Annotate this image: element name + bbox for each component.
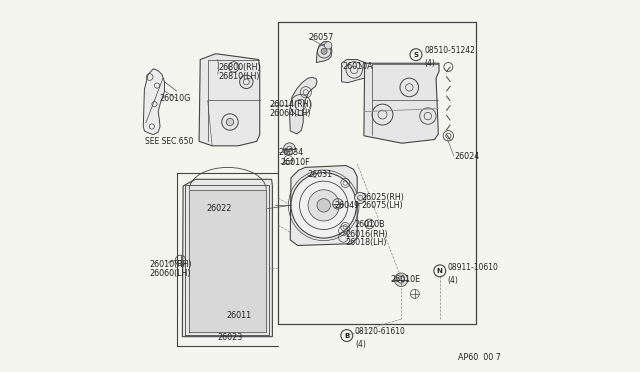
Text: 26060(LH): 26060(LH) <box>149 269 190 278</box>
Text: (4): (4) <box>424 60 435 68</box>
Polygon shape <box>182 179 273 337</box>
Text: AP60  00 7: AP60 00 7 <box>458 353 500 362</box>
Polygon shape <box>189 190 266 332</box>
Text: S: S <box>413 52 419 58</box>
Text: 08510-51242: 08510-51242 <box>424 46 475 55</box>
Text: 26016(RH): 26016(RH) <box>346 230 388 239</box>
Text: (4): (4) <box>355 340 366 349</box>
Polygon shape <box>342 60 369 83</box>
Text: (4): (4) <box>447 276 458 285</box>
Circle shape <box>284 143 296 155</box>
Circle shape <box>227 118 234 126</box>
Polygon shape <box>291 166 357 246</box>
Text: 26010B: 26010B <box>355 220 385 229</box>
Text: N: N <box>437 268 443 274</box>
Text: 26022: 26022 <box>207 204 232 213</box>
Text: 26010G: 26010G <box>159 94 191 103</box>
Text: 26010E: 26010E <box>390 275 421 284</box>
Text: 26014(RH): 26014(RH) <box>270 100 312 109</box>
Text: 26025(RH): 26025(RH) <box>361 193 404 202</box>
Text: 26034: 26034 <box>278 148 303 157</box>
Polygon shape <box>199 54 260 146</box>
Text: SEE SEC.650: SEE SEC.650 <box>145 137 193 146</box>
Circle shape <box>321 48 327 54</box>
Text: 26023: 26023 <box>218 333 243 342</box>
Text: 08911-10610: 08911-10610 <box>447 263 499 272</box>
Text: 26024: 26024 <box>454 152 479 161</box>
Text: 26064(LH): 26064(LH) <box>270 109 311 118</box>
Text: 26031: 26031 <box>307 170 332 179</box>
Polygon shape <box>364 63 439 143</box>
Text: 26010(RH): 26010(RH) <box>149 260 191 269</box>
Circle shape <box>308 190 339 221</box>
Circle shape <box>291 173 356 238</box>
Text: 26049: 26049 <box>334 201 360 210</box>
Polygon shape <box>316 42 332 62</box>
Text: 26810(LH): 26810(LH) <box>219 72 260 81</box>
Polygon shape <box>143 69 164 135</box>
Text: 26010F: 26010F <box>280 158 310 167</box>
Text: B: B <box>344 333 349 339</box>
Text: 26057: 26057 <box>309 33 334 42</box>
Polygon shape <box>289 77 317 134</box>
Text: 26800(RH): 26800(RH) <box>219 63 262 72</box>
Text: 26075(LH): 26075(LH) <box>361 201 403 210</box>
Text: 08120-61610: 08120-61610 <box>355 327 406 336</box>
Text: 26018(LH): 26018(LH) <box>346 238 387 247</box>
Circle shape <box>394 273 408 286</box>
Circle shape <box>317 199 330 212</box>
Circle shape <box>355 192 365 203</box>
Text: 26011: 26011 <box>227 311 252 320</box>
Text: 26010A: 26010A <box>342 62 373 71</box>
Circle shape <box>324 42 332 49</box>
